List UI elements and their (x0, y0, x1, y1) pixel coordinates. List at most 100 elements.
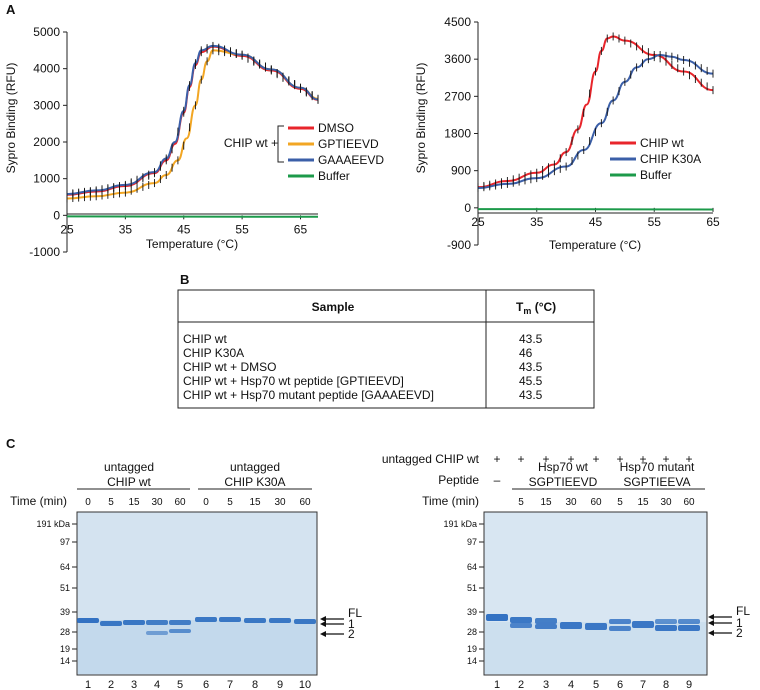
y-tick-label: 2000 (33, 135, 60, 149)
x-tick-label: 55 (648, 215, 662, 229)
plus-sign: + (592, 452, 599, 466)
plus-sign: + (616, 452, 623, 466)
gel-right-time-label: Time (min) (422, 494, 479, 508)
chart-left-x-label: Temperature (°C) (146, 237, 238, 251)
gel-band (169, 629, 191, 633)
legend-label: GPTIEEVD (318, 137, 379, 151)
table-border (177, 289, 595, 409)
time-point: 0 (85, 497, 91, 508)
mw-marker-label: 28 (467, 627, 477, 637)
x-tick-label: 65 (706, 215, 720, 229)
gel-band (169, 620, 191, 625)
gel-band (560, 622, 582, 629)
mw-marker-label: 64 (467, 562, 477, 572)
lane-number: 9 (277, 679, 283, 690)
time-point: 60 (683, 497, 695, 508)
gel-band (195, 617, 217, 622)
time-point: 30 (274, 497, 286, 508)
arrow-head-icon (708, 614, 714, 620)
mw-marker-label: 64 (60, 562, 70, 572)
arrow-head-icon (320, 621, 326, 627)
mw-marker-label: 39 (60, 607, 70, 617)
table-cell-sample: CHIP wt + DMSO (183, 360, 276, 374)
band-label: FL (348, 606, 362, 620)
lane-number: 4 (154, 679, 160, 690)
y-tick-label: 2700 (444, 89, 471, 103)
y-tick-label: -1000 (29, 245, 60, 259)
gel-band (219, 617, 241, 622)
legend-label: GAAAEEVD (318, 153, 384, 167)
gel-band (609, 626, 631, 631)
legend-label: Buffer (640, 168, 672, 182)
lane-number: 7 (640, 679, 646, 690)
arrow-head-icon (320, 631, 326, 637)
gel-left-panel: untagged CHIP wt untagged CHIP K30A Time… (10, 460, 362, 690)
lane-number: 4 (568, 679, 574, 690)
band-label: 2 (348, 627, 355, 641)
chart-right: -900 0 900 1800 2700 3600 4500 25 35 45 55 65 Temp… (414, 15, 720, 252)
chart-left-y-label: Sypro Binding (RFU) (4, 63, 18, 174)
lane-number: 8 (252, 679, 258, 690)
mw-marker-label: 97 (60, 537, 70, 547)
time-point: 30 (565, 497, 577, 508)
plus-sign: + (639, 452, 646, 466)
gel-left-group2-line2: CHIP K30A (224, 475, 285, 489)
y-tick-label: 3000 (33, 98, 60, 112)
time-point: 5 (518, 497, 524, 508)
time-point: 60 (299, 497, 311, 508)
table-cell-sample: CHIP wt + Hsp70 wt peptide [GPTIEEVD] (183, 374, 404, 388)
table-cell-tm: 46 (519, 346, 533, 360)
y-tick-label: 3600 (444, 52, 471, 66)
x-tick-label: 25 (471, 215, 485, 229)
lane-number: 6 (617, 679, 623, 690)
y-tick-label: 0 (53, 208, 60, 222)
mw-marker-label: 14 (60, 656, 70, 666)
arrow-head-icon (708, 630, 714, 636)
gel-band (585, 623, 607, 630)
table-cell-tm: 45.5 (519, 374, 543, 388)
table-cell-tm: 43.5 (519, 388, 543, 402)
gel-right-group2-line2: SGPTIEEVA (623, 475, 690, 489)
gel-band (535, 624, 557, 629)
gel-band (678, 619, 700, 624)
gel-band (535, 618, 557, 624)
series-line-gaaaeevd (66, 44, 319, 196)
table-cell-tm: 43.5 (519, 332, 543, 346)
gel-band (655, 625, 677, 631)
gel-right-group2-line1: Hsp70 mutant (620, 460, 695, 474)
mw-marker-label: 28 (60, 627, 70, 637)
gel-band (655, 619, 677, 624)
panel-label-b: B (180, 272, 189, 287)
panel-label-a: A (6, 2, 16, 17)
band-label: 1 (736, 616, 743, 630)
lane-number: 6 (203, 679, 209, 690)
lane-number: 10 (299, 679, 311, 690)
gel-right-group1-line2: SGPTIEEVD (529, 475, 598, 489)
legend-label: DMSO (318, 121, 354, 135)
chart-right-y-label: Sypro Binding (RFU) (414, 63, 428, 174)
x-tick-label: 55 (235, 222, 249, 236)
gel-band (123, 620, 145, 625)
chart-left-legend-prefix: CHIP wt + (224, 136, 278, 150)
y-tick-label: -900 (447, 238, 471, 252)
lane-number: 2 (518, 679, 524, 690)
table-cell-tm: 43.5 (519, 360, 543, 374)
gel-band (294, 619, 316, 624)
table-cell-sample: CHIP wt (183, 332, 227, 346)
gel-left-group1-line2: CHIP wt (107, 475, 151, 489)
table-header-tm: Tm (°C) (516, 300, 556, 316)
gel-band (77, 618, 99, 623)
time-point: 15 (249, 497, 261, 508)
gel-band (100, 621, 122, 626)
time-point: 15 (540, 497, 552, 508)
table-cell-sample: CHIP K30A (183, 346, 244, 360)
table-header-sample: Sample (312, 300, 355, 314)
lane-number: 2 (108, 679, 114, 690)
gel-band (146, 620, 168, 625)
plus-sign: + (662, 452, 669, 466)
x-tick-label: 25 (60, 222, 74, 236)
plus-sign: + (567, 452, 574, 466)
mw-marker-label: 51 (60, 583, 70, 593)
gel-left-lower-smear (78, 620, 316, 674)
